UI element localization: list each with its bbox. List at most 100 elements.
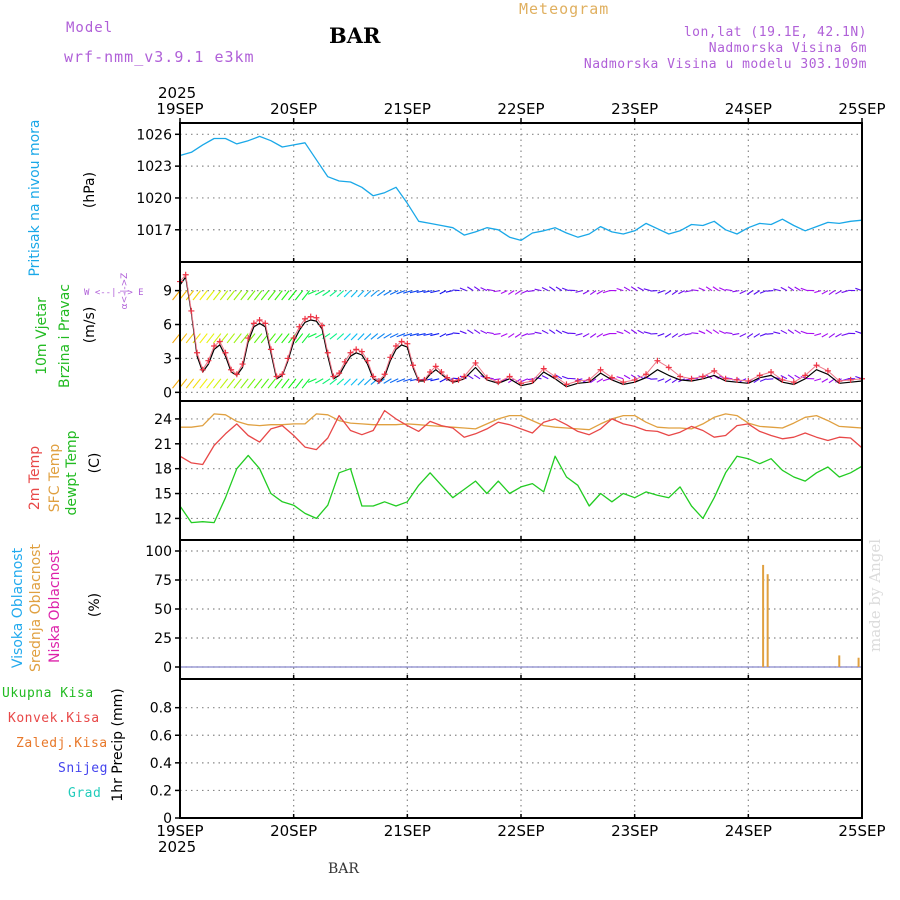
wind-barb (439, 290, 447, 295)
wind-barb (396, 378, 406, 383)
wind-barb (288, 378, 297, 389)
wind-speed-marker (722, 375, 729, 382)
wind-barb (602, 378, 610, 382)
wind-barb (307, 290, 317, 295)
sfc-temp-line (180, 413, 863, 431)
wind-speed-marker (620, 379, 627, 386)
model-elevation-text: Nadmorska Visina u modelu 303.109m (583, 57, 867, 72)
wind-barb (698, 287, 706, 292)
wind-barb (739, 333, 747, 338)
wind-speed-marker (392, 343, 399, 349)
wind-barb (678, 333, 685, 338)
wind-barb (473, 374, 481, 380)
cloud-bar (838, 655, 841, 667)
wind-ytick-label: 9 (163, 284, 172, 300)
wind-barb (240, 378, 249, 389)
wind-barb (267, 290, 276, 301)
wind-speed-marker (597, 366, 604, 373)
wind-barb (800, 330, 808, 335)
temperature-ytick-label: 12 (154, 511, 172, 527)
wind-unit: (m/s) (82, 306, 98, 344)
wind-speed-marker (427, 369, 434, 375)
precip-ytick-label: 0.4 (150, 756, 172, 772)
wind-speed-marker (733, 376, 740, 383)
wind-speed-marker (790, 379, 797, 386)
wind-barb (759, 290, 767, 294)
wind-barb (383, 290, 392, 296)
wind-barb (684, 333, 692, 336)
wind-barb (602, 333, 610, 337)
wind-barb (480, 330, 488, 335)
wind-barb (527, 290, 535, 292)
wind-barb (172, 333, 181, 344)
wind-speed-marker (347, 349, 354, 356)
wind-barb (199, 378, 208, 389)
wind-barb (336, 290, 345, 298)
wind-barb (725, 289, 733, 292)
temperature-ytick-label: 18 (154, 462, 172, 478)
wind-speed-marker (802, 372, 809, 379)
wind-barb (800, 287, 808, 292)
wind-barb (403, 333, 413, 337)
wind-barb (301, 333, 311, 344)
wind-barb (643, 376, 651, 380)
wind-speed-marker (421, 376, 428, 383)
wind-barb (185, 333, 195, 344)
wind-barb (835, 290, 842, 295)
wind-barb (712, 329, 720, 335)
wind-speed-marker (250, 320, 257, 327)
wind-barb (616, 330, 624, 335)
precip-ytick-label: 0.6 (150, 728, 172, 744)
wind-barb (307, 333, 317, 338)
wind-barb (725, 377, 733, 380)
wind-barb (213, 333, 222, 344)
dew-label: dewpt Temp (64, 430, 80, 516)
wind-barb (226, 333, 235, 344)
wind-speed-marker (302, 315, 309, 322)
legend-snow: Snijeg (58, 761, 108, 776)
wind-speed-marker (370, 373, 377, 380)
wind-speed-marker (506, 373, 513, 380)
wind-barb (409, 378, 419, 382)
wind-barb (281, 378, 290, 389)
wind-speed-marker (239, 361, 246, 368)
day-label-bottom: 22SEP (497, 822, 544, 840)
wind-barb (718, 330, 726, 335)
wind-barb (423, 290, 433, 293)
wind-barb (589, 333, 597, 338)
wind-barb (671, 333, 679, 338)
wind-barb (664, 378, 672, 383)
wind-barb (698, 330, 706, 335)
wind-barb (514, 290, 522, 295)
wind-speed-marker (768, 369, 775, 375)
wind-barb (322, 290, 331, 297)
wind-barb (281, 333, 290, 344)
wind-speed-marker (495, 379, 502, 386)
wind-barb (416, 290, 426, 293)
wind-barb (260, 378, 270, 389)
wind-speed-marker (188, 307, 195, 314)
wind-barb (780, 329, 788, 335)
t2m-label: 2m Temp (27, 445, 43, 511)
wind-speed-marker (279, 371, 286, 378)
wind-speed-marker (574, 378, 581, 385)
wind-barb (508, 290, 515, 295)
cloud-bar (766, 574, 769, 667)
wind-barb (637, 329, 645, 335)
wind-barb (821, 290, 829, 295)
wind-barb (396, 333, 406, 338)
wind-barb (364, 333, 372, 341)
pressure-ytick-label: 1023 (136, 159, 172, 175)
wind-barb (589, 290, 597, 296)
wind-barb (192, 378, 201, 389)
low-cloud-label: Niska Oblacnost (47, 550, 63, 663)
wind-barb (357, 378, 365, 386)
wind-barb (596, 290, 604, 295)
wind-label-2: Brzina i Pravac (57, 284, 73, 388)
day-label-bottom: 21SEP (384, 822, 431, 840)
wind-barb (548, 286, 556, 292)
day-label-bottom: 20SEP (270, 822, 317, 840)
wind-speed-marker (284, 355, 291, 362)
pressure-panel-frame (179, 122, 863, 263)
wind-speed-marker (824, 367, 831, 374)
